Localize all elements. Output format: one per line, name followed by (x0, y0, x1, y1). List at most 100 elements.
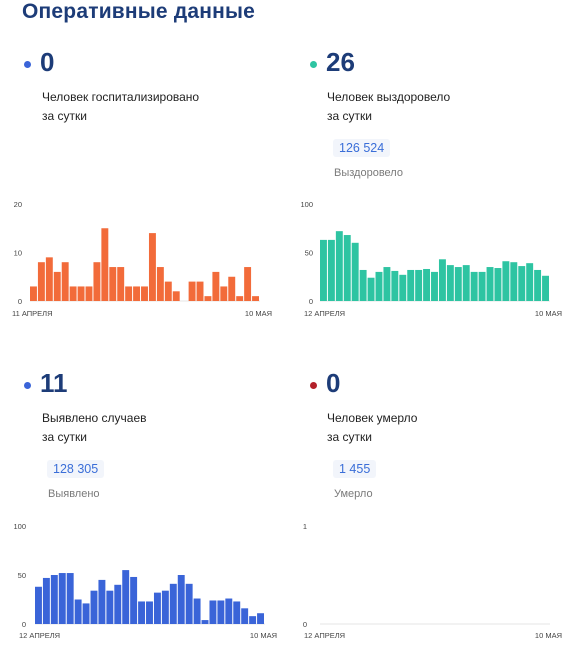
bar (236, 296, 244, 301)
bar (193, 598, 201, 624)
bar (53, 271, 61, 301)
bar (526, 263, 534, 301)
bar (212, 271, 220, 301)
bar (209, 600, 217, 624)
x-start-label: 12 АПРЕЛЯ (304, 631, 345, 640)
stat-label-period: за сутки (42, 109, 87, 123)
x-start-label: 11 АПРЕЛЯ (12, 309, 53, 318)
bar (98, 579, 106, 624)
bar (58, 573, 66, 624)
bar (225, 598, 233, 624)
stat-label-period: за сутки (327, 430, 372, 444)
bar (518, 266, 526, 301)
bar (138, 601, 146, 624)
bar (502, 261, 510, 301)
total-value: 126 524 (333, 139, 391, 157)
bar (61, 262, 69, 301)
x-end-label: 10 МАЯ (245, 309, 272, 318)
bar (335, 231, 343, 301)
bar (125, 286, 133, 301)
bar (431, 271, 438, 301)
bar (399, 274, 407, 301)
bar (188, 281, 196, 301)
bar (252, 296, 259, 301)
bar (542, 275, 549, 301)
x-end-label: 10 МАЯ (250, 631, 277, 640)
bar (172, 291, 180, 301)
y-tick-label: 100 (13, 522, 26, 531)
bar (201, 620, 209, 624)
y-tick-label: 1 (303, 522, 307, 531)
y-tick-label: 0 (18, 297, 22, 306)
y-tick-label: 20 (14, 200, 22, 209)
bar (93, 262, 101, 301)
bar (90, 590, 98, 624)
y-tick-label: 0 (22, 620, 26, 629)
y-tick-label: 50 (305, 249, 313, 258)
bar (74, 599, 82, 624)
x-start-label: 12 АПРЕЛЯ (304, 309, 345, 318)
x-start-label: 12 АПРЕЛЯ (19, 631, 60, 640)
bar (494, 268, 502, 301)
bar (359, 269, 367, 301)
bar (101, 228, 109, 301)
bar (164, 281, 172, 301)
bar (407, 269, 415, 301)
chart-recovered: 100 50 0 12 АПРЕЛЯ 10 МАЯ (300, 200, 562, 318)
bar (146, 601, 153, 624)
bar (228, 276, 236, 301)
bar (122, 570, 130, 624)
bar (77, 286, 85, 301)
bar (30, 286, 37, 301)
bar (257, 613, 264, 624)
bar (148, 233, 156, 301)
bar (534, 269, 542, 301)
bar (204, 296, 212, 301)
bar (220, 286, 228, 301)
bar (249, 616, 257, 624)
stat-value: 11 (40, 368, 68, 398)
stat-label: Выявлено случаев (42, 411, 147, 425)
bar (196, 281, 204, 301)
bar (383, 267, 391, 301)
bar (217, 600, 225, 624)
chart-detected: 100 50 0 12 АПРЕЛЯ 10 МАЯ (13, 522, 277, 640)
bar (233, 601, 241, 624)
y-tick-label: 10 (14, 249, 22, 258)
bar (130, 576, 138, 624)
chart-deaths: 1 0 12 АПРЕЛЯ 10 МАЯ (303, 522, 562, 640)
total-label: Выявлено (48, 488, 100, 500)
stat-value: 0 (40, 47, 55, 77)
x-end-label: 10 МАЯ (535, 631, 562, 640)
bar (156, 267, 164, 301)
bar (177, 575, 185, 624)
total-label: Выздоровело (334, 167, 403, 179)
total-value: 128 305 (47, 460, 105, 478)
bar (462, 265, 470, 301)
stat-value: 0 (326, 368, 341, 398)
total-value: 1 455 (333, 460, 377, 478)
bar (391, 270, 399, 301)
bar (133, 286, 141, 301)
status-dot (24, 382, 31, 389)
bar (470, 271, 478, 301)
bar (478, 271, 486, 301)
bar (153, 592, 161, 624)
total-label: Умерло (334, 488, 373, 500)
status-dot (24, 61, 31, 68)
bar (109, 267, 117, 301)
bar (486, 267, 494, 301)
bar (114, 584, 122, 624)
y-tick-label: 0 (309, 297, 313, 306)
bar (35, 586, 42, 624)
status-dot (310, 382, 317, 389)
bar (50, 575, 58, 624)
bar (343, 235, 351, 301)
bar (244, 267, 252, 301)
bar (141, 286, 148, 301)
stat-label: Человек выздоровело (327, 90, 451, 104)
chart-hospitalized: 20 10 0 11 АПРЕЛЯ 10 МАЯ (12, 200, 272, 318)
bar (423, 268, 431, 301)
y-tick-label: 50 (18, 571, 26, 580)
bar (241, 608, 249, 624)
